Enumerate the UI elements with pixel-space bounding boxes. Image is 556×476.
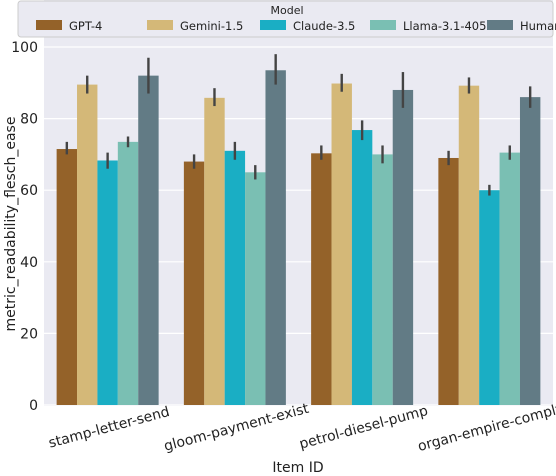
bar <box>183 161 205 405</box>
bar <box>138 75 159 405</box>
y-tick-label: 0 <box>29 398 38 414</box>
legend-label: Gemini-1.5 <box>180 19 243 33</box>
bar <box>204 97 225 405</box>
legend: Model GPT-4 Gemini-1.5 Claude-3.5 Llama-3.1… <box>17 0 556 38</box>
bar <box>499 152 520 405</box>
x-axis-label: Item ID <box>272 460 323 476</box>
legend-label: Llama-3.1-405B <box>403 19 494 33</box>
bar <box>265 70 286 406</box>
y-tick-label: 80 <box>20 112 38 128</box>
x-tick-label: petrol-diesel-pump <box>298 403 430 453</box>
x-axis-ticks: stamp-letter-sendgloom-payment-existpetr… <box>47 401 556 455</box>
error-bars <box>65 54 532 196</box>
legend-title: Model <box>270 4 303 17</box>
bar <box>97 160 118 405</box>
bar <box>479 190 500 405</box>
legend-swatch <box>487 20 513 30</box>
bar <box>351 130 373 405</box>
legend-label: Claude-3.5 <box>293 19 355 33</box>
legend-swatch <box>370 20 396 30</box>
bar <box>438 157 459 405</box>
legend-swatch <box>147 20 173 30</box>
bar <box>77 84 98 405</box>
bar <box>245 172 266 405</box>
y-tick-label: 20 <box>20 326 38 342</box>
y-axis-label: metric_readability_flesch_ease <box>3 117 19 332</box>
bar <box>372 154 393 405</box>
x-tick-label: organ-empire-comply <box>416 401 556 455</box>
y-tick-label: 100 <box>11 40 38 56</box>
x-tick-label: stamp-letter-send <box>47 404 172 452</box>
bar <box>224 150 246 405</box>
legend-swatch <box>260 20 286 30</box>
bar <box>519 97 541 406</box>
y-tick-label: 60 <box>20 183 38 199</box>
y-tick-label: 40 <box>20 255 38 271</box>
legend-label: Human <box>520 19 556 33</box>
x-tick-label: gloom-payment-exist <box>162 401 311 455</box>
bar <box>331 83 352 406</box>
bars <box>56 70 541 406</box>
bar <box>117 141 139 405</box>
legend-label: GPT-4 <box>69 19 102 33</box>
bar <box>56 149 78 405</box>
bar <box>311 153 332 405</box>
y-axis-ticks: 0 20 40 60 80 100 <box>11 40 38 414</box>
legend-swatch <box>36 20 62 30</box>
bar <box>392 89 414 406</box>
bar <box>458 85 480 405</box>
